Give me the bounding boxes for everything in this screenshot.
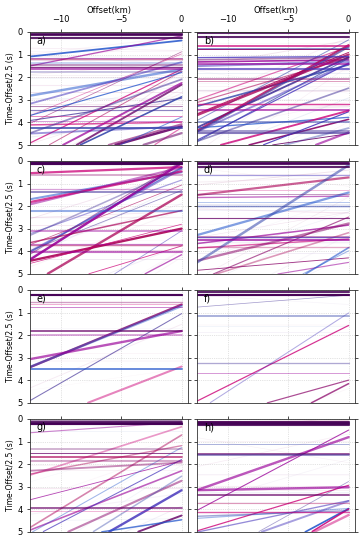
Text: h): h) bbox=[204, 422, 214, 432]
Y-axis label: Time-Offset/2.5 (s): Time-Offset/2.5 (s) bbox=[5, 53, 15, 124]
Text: e): e) bbox=[37, 293, 46, 304]
Y-axis label: Time-Offset/2.5 (s): Time-Offset/2.5 (s) bbox=[5, 181, 15, 254]
X-axis label: Offset(km): Offset(km) bbox=[253, 5, 298, 15]
Text: d): d) bbox=[204, 165, 213, 174]
Text: b): b) bbox=[204, 35, 214, 46]
Y-axis label: Time-Offset/2.5 (s): Time-Offset/2.5 (s) bbox=[5, 311, 15, 382]
Y-axis label: Time-Offset/2.5 (s): Time-Offset/2.5 (s) bbox=[5, 439, 15, 512]
X-axis label: Offset(km): Offset(km) bbox=[86, 5, 131, 15]
Text: f): f) bbox=[204, 293, 211, 304]
Text: c): c) bbox=[37, 165, 46, 174]
Text: g): g) bbox=[37, 422, 46, 432]
Text: a): a) bbox=[37, 35, 46, 46]
